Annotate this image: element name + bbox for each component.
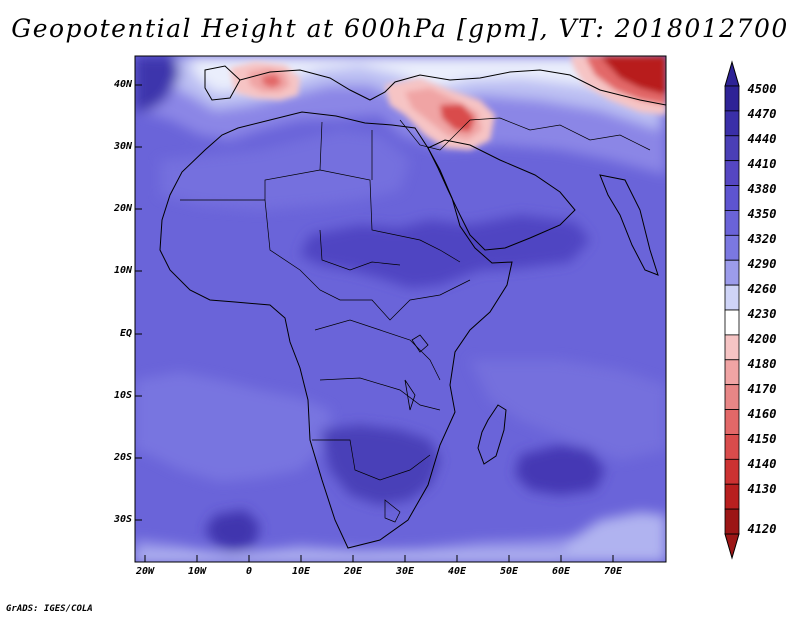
lat-label: 10N bbox=[113, 265, 132, 276]
colorbar-swatch bbox=[724, 309, 740, 336]
colorbar bbox=[724, 60, 740, 560]
colorbar-swatch bbox=[724, 135, 740, 162]
lat-label: 10S bbox=[113, 390, 132, 401]
colorbar-label: 4160 bbox=[747, 407, 777, 421]
lat-label: 40N bbox=[113, 79, 132, 90]
lon-label: 30E bbox=[395, 566, 415, 577]
lat-label: 30N bbox=[113, 141, 132, 152]
colorbar-label: 4120 bbox=[747, 522, 777, 536]
lat-label: 30S bbox=[113, 514, 132, 525]
colorbar-swatch bbox=[724, 259, 740, 286]
coastlines bbox=[159, 65, 666, 549]
colorbar-label: 4440 bbox=[747, 132, 777, 146]
lat-label: 20S bbox=[113, 452, 132, 463]
lat-label: 20N bbox=[113, 203, 132, 214]
colorbar-label: 4180 bbox=[747, 357, 777, 371]
colorbar-label: 4260 bbox=[747, 282, 777, 296]
lon-label: 40E bbox=[447, 566, 467, 577]
colorbar-swatch bbox=[724, 284, 740, 311]
colorbar-swatch bbox=[724, 409, 740, 435]
colorbar-swatch bbox=[724, 110, 740, 137]
lon-label: 50E bbox=[499, 566, 519, 577]
colorbar-swatch bbox=[724, 483, 740, 510]
colorbar-label: 4410 bbox=[747, 157, 777, 171]
lon-label: 10E bbox=[291, 566, 311, 577]
colorbar-swatch bbox=[724, 458, 740, 485]
colorbar-label: 4350 bbox=[747, 207, 777, 221]
colorbar-swatch bbox=[724, 434, 740, 460]
height-field bbox=[135, 56, 666, 562]
colorbar-swatch bbox=[724, 359, 740, 386]
lon-label: 20E bbox=[343, 566, 363, 577]
map-title: Geopotential Height at 600hPa [gpm], VT:… bbox=[11, 14, 789, 43]
colorbar-label: 4170 bbox=[747, 382, 777, 396]
colorbar-label: 4320 bbox=[747, 232, 777, 246]
colorbar-swatch bbox=[724, 234, 740, 261]
lon-label: 0 bbox=[245, 566, 253, 577]
colorbar-label: 4230 bbox=[747, 307, 777, 321]
colorbar-label: 4200 bbox=[747, 332, 777, 346]
colorbar-swatch bbox=[724, 185, 740, 211]
colorbar-label: 4140 bbox=[747, 457, 777, 471]
colorbar-label: 4380 bbox=[747, 182, 777, 196]
colorbar-label: 4130 bbox=[747, 482, 777, 496]
colorbar-bottom-arrow bbox=[724, 533, 740, 560]
colorbar-label: 4290 bbox=[747, 257, 777, 271]
colorbar-swatch bbox=[724, 334, 740, 361]
lat-label: EQ bbox=[119, 328, 132, 339]
colorbar-swatch bbox=[724, 160, 740, 186]
lon-label: 60E bbox=[551, 566, 571, 577]
colorbar-label: 4500 bbox=[747, 82, 777, 96]
lon-label: 10W bbox=[187, 566, 207, 577]
plot-frame bbox=[134, 55, 667, 563]
colorbar-swatch bbox=[724, 85, 740, 112]
colorbar-label: 4150 bbox=[747, 432, 777, 446]
colorbar-top-arrow bbox=[724, 60, 740, 87]
colorbar-swatch bbox=[724, 508, 740, 535]
colorbar-swatch bbox=[724, 210, 740, 236]
colorbar-label: 4470 bbox=[747, 107, 777, 121]
lon-label: 20W bbox=[135, 566, 155, 577]
grads-credit: GrADS: IGES/COLA bbox=[6, 604, 93, 614]
colorbar-swatch bbox=[724, 384, 740, 410]
lon-label: 70E bbox=[603, 566, 623, 577]
axis-ticks bbox=[135, 84, 614, 562]
